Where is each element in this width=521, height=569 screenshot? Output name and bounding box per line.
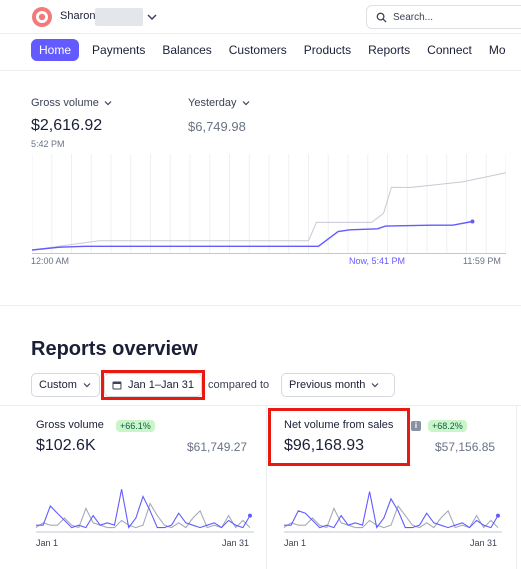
yesterday-selector[interactable]: Yesterday: [188, 97, 250, 109]
today-volume-chart: [32, 154, 506, 254]
sparkline-end-marker: [248, 513, 252, 518]
axis-end-label: 11:59 PM: [463, 256, 501, 266]
period-select[interactable]: Custom: [31, 373, 100, 397]
nav-item-connect[interactable]: Connect: [427, 43, 472, 57]
today-card: Gross volume $2,616.92 5:42 PM Yesterday…: [0, 70, 521, 306]
gross-volume-time: 5:42 PM: [31, 139, 65, 149]
card-divider: [516, 405, 517, 569]
net-volume-sparkline: [284, 491, 502, 533]
compare-select-value: Previous month: [289, 379, 366, 391]
search-icon: [376, 12, 387, 23]
gross-volume-sparkline: [36, 489, 254, 533]
sparkline-end-marker: [496, 513, 500, 518]
main-nav: Home Payments Balances Customers Product…: [31, 39, 521, 61]
card-previous-value: $57,156.85: [435, 440, 496, 454]
reports-overview-title: Reports overview: [31, 338, 198, 360]
chevron-down-icon: [242, 101, 249, 106]
gross-volume-value: $2,616.92: [31, 117, 103, 134]
chevron-down-icon: [104, 101, 112, 106]
report-cards: [0, 405, 521, 569]
current-period-line: [36, 489, 251, 529]
delta-badge: +68.2%: [428, 420, 467, 432]
nav-item-payments[interactable]: Payments: [92, 43, 146, 57]
account-name-redacted: [95, 8, 143, 26]
previous-period-line: [284, 504, 499, 529]
today-series-line: [32, 220, 473, 251]
compare-select[interactable]: Previous month: [281, 373, 395, 397]
gross-volume-selector[interactable]: Gross volume: [31, 97, 112, 109]
card-value: $96,168.93: [284, 437, 365, 454]
yesterday-series-line: [32, 172, 506, 251]
period-select-value: Custom: [39, 379, 77, 391]
calendar-icon: [112, 381, 122, 390]
nav-item-customers[interactable]: Customers: [228, 43, 287, 57]
card-date-start: Jan 1: [284, 538, 307, 548]
nav-item-home[interactable]: Home: [31, 39, 80, 61]
now-marker: [470, 219, 475, 224]
yesterday-label: Yesterday: [188, 97, 237, 109]
card-value: $102.6K: [36, 437, 96, 454]
axis-start-label: 12:00 AM: [31, 256, 70, 266]
chevron-down-icon[interactable]: [146, 11, 158, 23]
gross-volume-label: Gross volume: [31, 97, 99, 109]
search-input[interactable]: [393, 9, 521, 25]
card-date-end: Jan 31: [222, 538, 250, 548]
card-title-net-volume[interactable]: Net volume from sales: [284, 419, 394, 431]
account-logo-icon[interactable]: [32, 7, 52, 27]
card-divider: [266, 405, 267, 569]
top-bar: Sharon: [0, 0, 521, 34]
search-box[interactable]: [366, 5, 521, 29]
nav-item-reports[interactable]: Reports: [368, 43, 411, 57]
chevron-down-icon: [83, 383, 91, 388]
card-date-start: Jan 1: [36, 538, 59, 548]
nav-item-more[interactable]: Mo: [488, 43, 506, 57]
compared-to-label: compared to: [208, 379, 270, 391]
previous-period-line: [36, 502, 251, 529]
date-range-picker[interactable]: Jan 1–Jan 31: [104, 373, 202, 397]
card-date-end: Jan 31: [470, 538, 498, 548]
current-period-line: [284, 491, 499, 529]
card-title-gross-volume[interactable]: Gross volume: [36, 419, 104, 431]
nav-item-products[interactable]: Products: [303, 43, 352, 57]
delta-badge: +66.1%: [116, 420, 155, 432]
yesterday-value: $6,749.98: [188, 119, 246, 134]
chevron-down-icon: [372, 383, 379, 388]
net-volume-highlight: [268, 408, 410, 466]
date-range-value: Jan 1–Jan 31: [127, 379, 194, 391]
card-previous-value: $61,749.27: [187, 440, 248, 454]
nav-item-balances[interactable]: Balances: [162, 43, 212, 57]
date-range-highlight: [101, 370, 205, 400]
account-name[interactable]: Sharon: [60, 10, 96, 22]
axis-now-label: Now, 5:41 PM: [349, 256, 406, 266]
info-icon[interactable]: i: [411, 421, 421, 431]
